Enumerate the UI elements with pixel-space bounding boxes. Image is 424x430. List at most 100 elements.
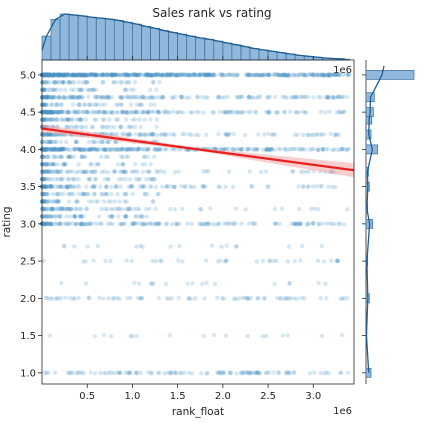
- scatter-point: [269, 147, 275, 152]
- scatter-point: [106, 72, 112, 77]
- scatter-point: [82, 73, 87, 78]
- scatter-point: [63, 73, 69, 78]
- scatter-point: [267, 147, 272, 153]
- scatter-point: [128, 87, 134, 93]
- scatter-point: [93, 72, 98, 78]
- scatter-point: [131, 94, 137, 100]
- scatter-point: [172, 184, 177, 190]
- scatter-point: [58, 73, 63, 78]
- scatter-point: [61, 73, 66, 78]
- scatter-point: [46, 154, 51, 159]
- scatter-point: [55, 72, 60, 78]
- scatter-point: [79, 124, 84, 130]
- scatter-point: [58, 214, 63, 219]
- scatter-point: [290, 169, 295, 174]
- scatter-point: [306, 72, 311, 77]
- scatter-point: [134, 370, 139, 375]
- scatter-point: [153, 72, 158, 77]
- scatter-point: [219, 95, 224, 100]
- top-hist-bar: [86, 16, 97, 61]
- scatter-point: [57, 72, 63, 78]
- scatter-point: [147, 206, 152, 212]
- scatter-point: [164, 184, 169, 189]
- scatter-point: [44, 191, 49, 197]
- scatter-point: [224, 132, 229, 137]
- scatter-point: [243, 72, 249, 78]
- scatter-point: [42, 184, 47, 189]
- scatter-point: [71, 72, 77, 78]
- scatter-point: [337, 370, 343, 376]
- scatter-point: [43, 295, 49, 301]
- scatter-point: [319, 243, 324, 249]
- scatter-point: [284, 73, 290, 78]
- scatter-point: [70, 95, 75, 101]
- scatter-point: [220, 72, 225, 77]
- scatter-point: [43, 184, 48, 189]
- scatter-point: [234, 371, 239, 376]
- scatter-point: [114, 72, 119, 78]
- scatter-point: [74, 139, 79, 145]
- scatter-point: [44, 162, 49, 167]
- scatter-point: [92, 191, 97, 197]
- scatter-point: [52, 72, 57, 77]
- scatter-point: [143, 72, 148, 77]
- scatter-point: [41, 184, 47, 189]
- scatter-point: [267, 72, 272, 77]
- scatter-point: [220, 296, 225, 301]
- scatter-point: [106, 177, 111, 182]
- scatter-point: [153, 147, 158, 152]
- scatter-point: [273, 94, 278, 100]
- scatter-point: [196, 109, 202, 115]
- scatter-point: [313, 132, 319, 138]
- scatter-point: [48, 146, 53, 151]
- scatter-point: [43, 80, 48, 85]
- scatter-point: [101, 370, 107, 376]
- scatter-point: [232, 72, 238, 77]
- scatter-point: [77, 94, 83, 100]
- scatter-point: [42, 199, 47, 204]
- scatter-point: [118, 370, 123, 376]
- scatter-point: [70, 72, 76, 77]
- scatter-point: [263, 370, 268, 376]
- scatter-point: [62, 162, 67, 167]
- scatter-point: [130, 184, 135, 189]
- scatter-point: [271, 370, 276, 375]
- scatter-point: [77, 102, 83, 107]
- scatter-point: [131, 169, 136, 174]
- scatter-point: [221, 109, 226, 115]
- scatter-point: [57, 95, 62, 100]
- scatter-point: [249, 95, 255, 100]
- scatter-point: [293, 95, 298, 100]
- scatter-point: [267, 94, 273, 100]
- scatter-point: [156, 295, 161, 301]
- scatter-point: [87, 177, 93, 182]
- scatter-point: [246, 72, 252, 77]
- scatter-point: [301, 73, 307, 78]
- scatter-point: [215, 94, 221, 100]
- scatter-point: [48, 109, 54, 114]
- scatter-point: [49, 214, 54, 219]
- scatter-point: [123, 80, 129, 85]
- scatter-point: [152, 147, 158, 152]
- scatter-point: [43, 87, 48, 93]
- scatter-point: [123, 214, 128, 219]
- scatter-point: [116, 206, 122, 211]
- scatter-point: [77, 214, 82, 219]
- scatter-point: [106, 95, 112, 100]
- scatter-point: [124, 154, 129, 159]
- scatter-point: [312, 206, 317, 211]
- scatter-point: [148, 72, 153, 78]
- scatter-point: [226, 132, 231, 137]
- scatter-point: [172, 170, 177, 175]
- scatter-point: [298, 221, 304, 227]
- scatter-point: [81, 169, 86, 175]
- scatter-point: [156, 110, 162, 115]
- scatter-point: [41, 191, 46, 197]
- scatter-point: [316, 280, 321, 286]
- scatter-point: [66, 117, 71, 122]
- scatter-point: [249, 370, 254, 375]
- scatter-point: [166, 73, 171, 78]
- scatter-point: [170, 132, 176, 137]
- scatter-point: [132, 124, 138, 130]
